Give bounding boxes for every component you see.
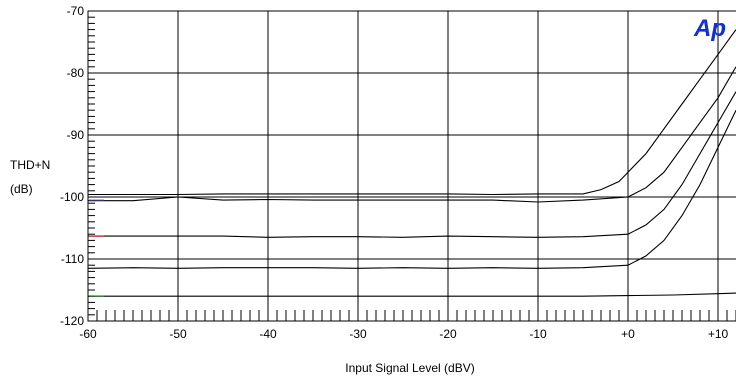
ap-logo: Ap [693, 15, 726, 42]
y-axis-title-line1: THD+N [10, 158, 50, 172]
series-line-3 [88, 91, 736, 238]
x-tick-labels: -60 -50 -40 -30 -20 -10 +0 +10 [79, 327, 728, 341]
grid [88, 11, 736, 321]
y-tick-labels: -120 -110 -100 -90 -80 -70 [60, 4, 84, 328]
plot-frame [87, 10, 736, 322]
y-tick-label: -90 [67, 128, 85, 142]
x-tick-label: +10 [708, 327, 729, 341]
y-tick-label: -70 [67, 4, 85, 18]
series-line-5 [88, 292, 736, 297]
x-tick-label: -60 [79, 327, 97, 341]
x-tick-label: -20 [439, 327, 457, 341]
x-tick-label: -30 [349, 327, 367, 341]
series-group [87, 29, 736, 297]
x-tick-label: -10 [529, 327, 547, 341]
y-tick-label: -110 [61, 252, 84, 266]
series-line-4 [87, 109, 736, 269]
minor-ticks [87, 10, 736, 322]
x-tick-label: -50 [169, 327, 187, 341]
series-line-2 [88, 66, 736, 203]
x-axis-title: Input Signal Level (dBV) [345, 361, 474, 375]
x-tick-label: +0 [621, 327, 635, 341]
y-tick-label: -120 [60, 314, 84, 328]
y-axis-title-line2: (dB) [10, 182, 33, 196]
x-tick-label: -40 [259, 327, 277, 341]
y-tick-label: -80 [67, 66, 85, 80]
series-line-1 [88, 29, 736, 196]
y-tick-label: -100 [60, 190, 84, 204]
